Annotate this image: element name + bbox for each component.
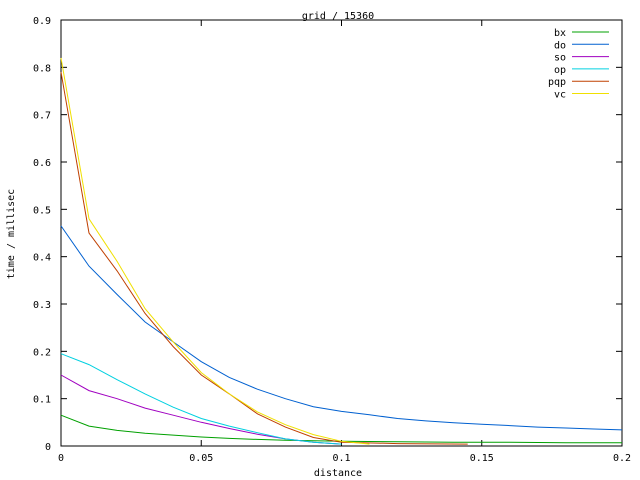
- legend-label-do: do: [554, 40, 566, 51]
- legend-label-vc: vc: [554, 90, 566, 101]
- series-line-op: [60, 353, 342, 445]
- axes: 0 0.1 0.2 0.3 0.4 0.5 0.6 0.7 0.8 0.9 0 0.05 0.1 0.15…: [33, 16, 631, 464]
- series-line-so: [60, 374, 342, 445]
- y-tick-label: 0.4: [33, 253, 51, 264]
- chart-title: grid / 15360: [302, 11, 374, 22]
- y-tick-label: 0.9: [33, 16, 51, 27]
- legend-label-so: so: [554, 53, 566, 64]
- y-tick-label: 0: [45, 442, 51, 453]
- y-tick-label: 0.5: [33, 205, 51, 216]
- series-line-vc: [60, 57, 370, 445]
- series-line-pqp: [60, 72, 468, 445]
- y-tick-label: 0.8: [33, 63, 51, 74]
- x-tick-label: 0: [58, 453, 64, 464]
- series-line-bx: [60, 414, 622, 444]
- x-tick-label: 0.1: [332, 453, 350, 464]
- legend-label-op: op: [554, 65, 566, 76]
- series-line-do: [60, 225, 623, 431]
- legend-label-pqp: pqp: [548, 77, 566, 88]
- series-lines: [60, 57, 623, 445]
- x-axis-label: distance: [314, 468, 362, 479]
- y-tick-label: 0.7: [33, 111, 51, 122]
- x-tick-label: 0.05: [189, 453, 213, 464]
- y-tick-label: 0.6: [33, 158, 51, 169]
- y-tick-label: 0.3: [33, 300, 51, 311]
- x-tick-label: 0.2: [613, 453, 631, 464]
- y-axis-label: time / millisec: [6, 189, 17, 279]
- y-tick-label: 0.1: [33, 395, 51, 406]
- legend-label-bx: bx: [554, 28, 566, 39]
- plot-frame: [60, 19, 623, 447]
- y-tick-label: 0.2: [33, 347, 51, 358]
- x-tick-label: 0.15: [470, 453, 494, 464]
